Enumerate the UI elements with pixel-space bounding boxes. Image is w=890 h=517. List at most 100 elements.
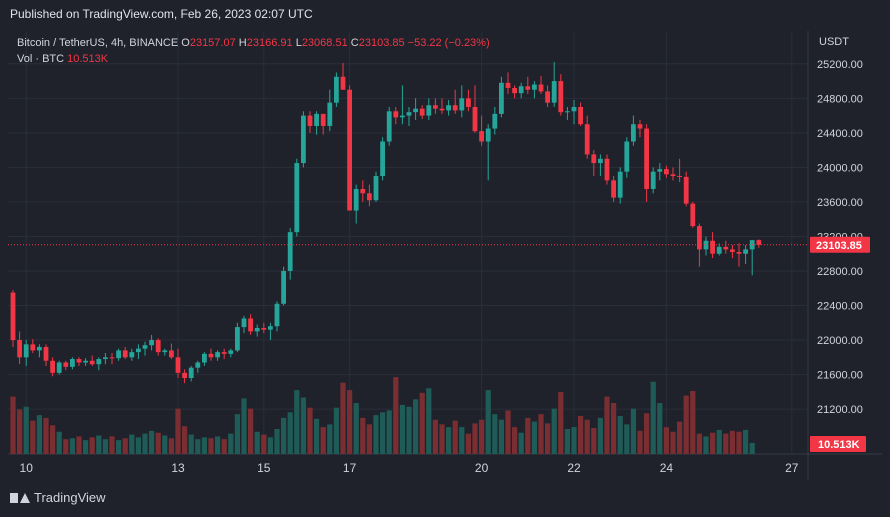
candle-body bbox=[63, 362, 69, 367]
candle-body bbox=[221, 352, 227, 354]
volume-bar bbox=[129, 434, 135, 454]
candle-body bbox=[393, 111, 399, 118]
candle-body bbox=[512, 87, 517, 94]
close-value: 23103.85 bbox=[358, 37, 405, 49]
candle-body bbox=[452, 105, 458, 111]
candle-body bbox=[261, 327, 267, 330]
ohlc-row: Bitcoin / TetherUS, 4h, BINANCE O23157.0… bbox=[17, 35, 490, 51]
candle-body bbox=[301, 115, 306, 164]
open-label: O bbox=[181, 37, 190, 49]
volume-bar bbox=[162, 435, 168, 454]
candle-body bbox=[406, 112, 412, 116]
candle-body bbox=[129, 352, 135, 358]
candle-body bbox=[294, 163, 300, 233]
volume-bar bbox=[472, 423, 478, 454]
volume-bar bbox=[56, 431, 62, 454]
candle-body bbox=[485, 128, 491, 142]
candle-body bbox=[670, 174, 676, 177]
volume-bar bbox=[373, 415, 379, 454]
candle-body bbox=[479, 131, 484, 142]
candle-body bbox=[155, 340, 161, 353]
volume-bar bbox=[102, 439, 108, 454]
volume-bar bbox=[320, 427, 326, 454]
volume-label[interactable]: Vol · BTC bbox=[17, 53, 65, 65]
candle-body bbox=[340, 76, 346, 90]
published-text: Published on TradingView.com, Feb 26, 20… bbox=[10, 7, 313, 21]
volume-bar bbox=[413, 399, 419, 454]
candle-body bbox=[637, 124, 643, 129]
candle-body bbox=[538, 84, 544, 92]
candle-body bbox=[624, 141, 630, 172]
volume-bar bbox=[109, 436, 115, 454]
candle-body bbox=[756, 240, 762, 245]
candle-body bbox=[459, 98, 465, 111]
volume-bar bbox=[716, 429, 722, 454]
candle-body bbox=[604, 158, 610, 181]
volume-bar bbox=[96, 435, 102, 454]
volume-bar bbox=[142, 433, 148, 454]
candle-body bbox=[274, 303, 280, 327]
candle-body bbox=[360, 188, 366, 194]
candle-body bbox=[466, 98, 471, 107]
y-tick-label: 21200.00 bbox=[817, 404, 863, 416]
y-tick-label: 21600.00 bbox=[817, 370, 863, 382]
candle-body bbox=[426, 105, 432, 116]
volume-bar bbox=[221, 439, 227, 454]
candle-body bbox=[677, 176, 682, 178]
footer-brand[interactable]: TradingView bbox=[10, 490, 106, 505]
candlestick-chart[interactable]: 21200.00 21600.00 22000.00 22400.00 22800.00… bbox=[8, 31, 882, 480]
candle-body bbox=[195, 362, 201, 368]
x-tick-label: 24 bbox=[660, 461, 674, 475]
candle-body bbox=[419, 108, 425, 116]
last-price-badge bbox=[810, 236, 870, 253]
volume-bar bbox=[492, 414, 498, 454]
candle-body bbox=[611, 180, 616, 198]
volume-bar bbox=[307, 407, 313, 454]
candle-body bbox=[248, 318, 253, 332]
last-volume-badge bbox=[810, 436, 866, 452]
volume-bar bbox=[201, 437, 207, 454]
candle-body bbox=[116, 350, 121, 359]
candle-body bbox=[307, 115, 313, 126]
volume-bar bbox=[578, 416, 584, 454]
volume-bar bbox=[650, 381, 656, 454]
price-change: −53.22 (−0.23%) bbox=[407, 37, 490, 49]
volume-bar bbox=[749, 442, 755, 454]
x-tick-label: 27 bbox=[785, 461, 799, 475]
volume-bar bbox=[23, 406, 29, 454]
volume-bar bbox=[188, 434, 194, 454]
candle-body bbox=[76, 359, 82, 363]
candle-body bbox=[320, 113, 326, 126]
volume-bar bbox=[10, 396, 16, 454]
symbol-title[interactable]: Bitcoin / TetherUS, 4h, BINANCE bbox=[17, 37, 179, 49]
volume-bar bbox=[69, 438, 75, 454]
candle-body bbox=[241, 318, 247, 328]
volume-bar bbox=[663, 427, 669, 454]
volume-bar bbox=[274, 428, 280, 454]
volume-bar bbox=[287, 412, 293, 454]
volume-bar bbox=[267, 437, 273, 454]
candle-body bbox=[532, 84, 537, 90]
volume-bar bbox=[234, 414, 240, 454]
candle-body bbox=[446, 105, 451, 111]
candle-body bbox=[17, 340, 22, 358]
volume-bar bbox=[50, 425, 56, 454]
chart-pane[interactable]: 21200.00 21600.00 22000.00 22400.00 22800.00… bbox=[8, 31, 882, 480]
plot-background bbox=[8, 31, 882, 480]
candle-body bbox=[386, 111, 392, 142]
y-tick-label: 24800.00 bbox=[817, 93, 863, 105]
volume-bar bbox=[43, 417, 49, 454]
candle-body bbox=[50, 360, 55, 373]
candle-body bbox=[690, 203, 696, 227]
volume-bar bbox=[696, 433, 702, 454]
volume-bar bbox=[208, 438, 214, 454]
high-value: 23166.91 bbox=[246, 37, 293, 49]
volume-row: Vol · BTC 10.513K bbox=[17, 51, 490, 67]
volume-bar bbox=[743, 429, 749, 454]
candle-body bbox=[103, 357, 108, 360]
candle-body bbox=[254, 327, 260, 332]
candle-body bbox=[96, 359, 102, 365]
volume-bar bbox=[597, 417, 603, 454]
candle-body bbox=[551, 81, 557, 103]
volume-bar bbox=[736, 431, 742, 454]
